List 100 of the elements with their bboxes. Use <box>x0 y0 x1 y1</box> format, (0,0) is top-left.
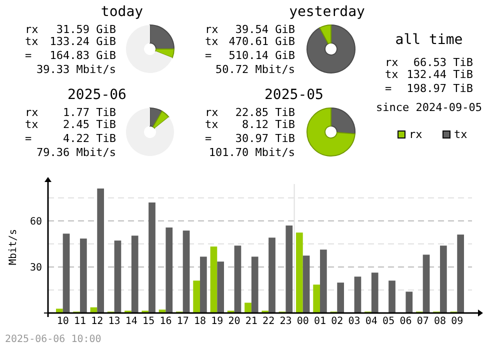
x-tick-label: 10 <box>56 316 69 327</box>
x-tick-label: 00 <box>296 316 309 327</box>
text: 1.77 TiB <box>63 106 116 119</box>
donut-slice <box>152 110 170 129</box>
text: 8.12 TiB <box>242 118 296 131</box>
text: 31.59 GiB <box>56 23 116 36</box>
x-tick-label: 02 <box>331 316 344 327</box>
x-tick-label: 03 <box>348 316 360 327</box>
text: rx <box>25 23 39 36</box>
x-tick-label: 15 <box>142 316 155 327</box>
x-tick-label: 19 <box>211 316 224 327</box>
text: 470.61 GiB <box>228 35 296 48</box>
text: = <box>25 49 32 62</box>
text: 2025-06-06 10:00 <box>5 334 102 345</box>
text: all time <box>395 32 463 48</box>
x-tick-label: 20 <box>228 316 240 327</box>
bar <box>406 292 413 313</box>
bar <box>182 230 190 313</box>
text: = <box>25 132 32 145</box>
x-tick-label: 05 <box>382 316 395 327</box>
x-tick-label: 16 <box>160 316 172 327</box>
bar <box>440 246 447 313</box>
text: rx <box>205 106 219 119</box>
bar <box>80 238 87 313</box>
x-tick-label: 21 <box>245 316 258 327</box>
bar <box>200 256 207 313</box>
text: rx <box>25 106 39 119</box>
bar <box>313 284 320 313</box>
text: 4.22 TiB <box>63 132 116 145</box>
x-tick-label: 01 <box>314 316 326 327</box>
text: tx <box>25 118 39 131</box>
text: 50.72 Mbit/s <box>216 63 295 76</box>
bar <box>354 276 362 313</box>
x-tick-label: 06 <box>400 316 412 327</box>
chart-title: today <box>100 4 144 20</box>
bar <box>234 246 242 313</box>
bar <box>251 256 258 313</box>
bar <box>320 250 327 313</box>
text: = <box>205 132 212 145</box>
text: 66.53 TiB <box>413 56 474 69</box>
x-tick-label: 11 <box>74 316 86 327</box>
text: 39.33 Mbit/s <box>36 63 116 76</box>
bar <box>148 202 156 313</box>
chart-title: 2025-05 <box>264 87 324 103</box>
bar <box>268 238 276 313</box>
donut-slice <box>126 108 174 156</box>
text: 101.70 Mbit/s <box>208 146 295 159</box>
text: rx <box>385 56 399 69</box>
bar <box>62 234 70 313</box>
bar <box>114 240 122 313</box>
bar <box>286 226 293 313</box>
x-tick-label: 07 <box>416 316 429 327</box>
bar <box>210 246 218 313</box>
bar <box>193 280 200 313</box>
text: = <box>385 82 392 95</box>
bar <box>166 228 173 313</box>
text: 198.97 TiB <box>406 82 474 95</box>
text: 132.44 TiB <box>406 68 474 81</box>
y-tick-label: 60 <box>30 216 42 228</box>
x-tick-label: 18 <box>194 316 206 327</box>
bar <box>302 256 310 313</box>
x-tick-label: 04 <box>365 316 378 327</box>
bar <box>296 232 303 313</box>
y-tick-label: 30 <box>30 262 42 274</box>
x-tick-label: 14 <box>125 316 138 327</box>
x-tick-label: 09 <box>451 316 464 327</box>
chart-title: 2025-06 <box>67 87 127 103</box>
donut-slice <box>150 24 174 50</box>
bar <box>457 234 464 313</box>
x-tick-label: 13 <box>108 316 120 327</box>
text: rx <box>205 23 219 36</box>
chart-title: yesterday <box>289 4 365 20</box>
text: tx <box>205 118 219 131</box>
text: tx <box>385 68 399 81</box>
y-axis-title: Mbit/s <box>8 228 19 266</box>
bar <box>371 272 378 313</box>
text: 39.54 GiB <box>235 23 296 36</box>
bar <box>97 188 104 313</box>
text: 30.97 TiB <box>235 132 296 145</box>
donut-slice <box>126 25 172 73</box>
text: 164.83 GiB <box>50 49 116 62</box>
bar <box>131 236 138 313</box>
bar <box>244 302 252 313</box>
x-tick-label: 22 <box>262 316 275 327</box>
text: 510.14 GiB <box>228 49 296 62</box>
text: tx <box>25 35 39 48</box>
bar <box>337 282 344 313</box>
x-tick-label: 17 <box>176 316 189 327</box>
text: = <box>205 49 212 62</box>
text: 133.24 GiB <box>50 35 116 48</box>
donut-slice <box>319 24 332 44</box>
donut-slice <box>330 108 356 134</box>
bar <box>217 262 224 313</box>
legend-label: rx <box>409 128 423 141</box>
bar <box>422 254 430 313</box>
text: 22.85 TiB <box>235 106 296 119</box>
text: 2.45 TiB <box>63 118 116 131</box>
legend-label: tx <box>454 128 468 141</box>
x-tick-label: 23 <box>280 316 292 327</box>
bar <box>388 280 396 313</box>
